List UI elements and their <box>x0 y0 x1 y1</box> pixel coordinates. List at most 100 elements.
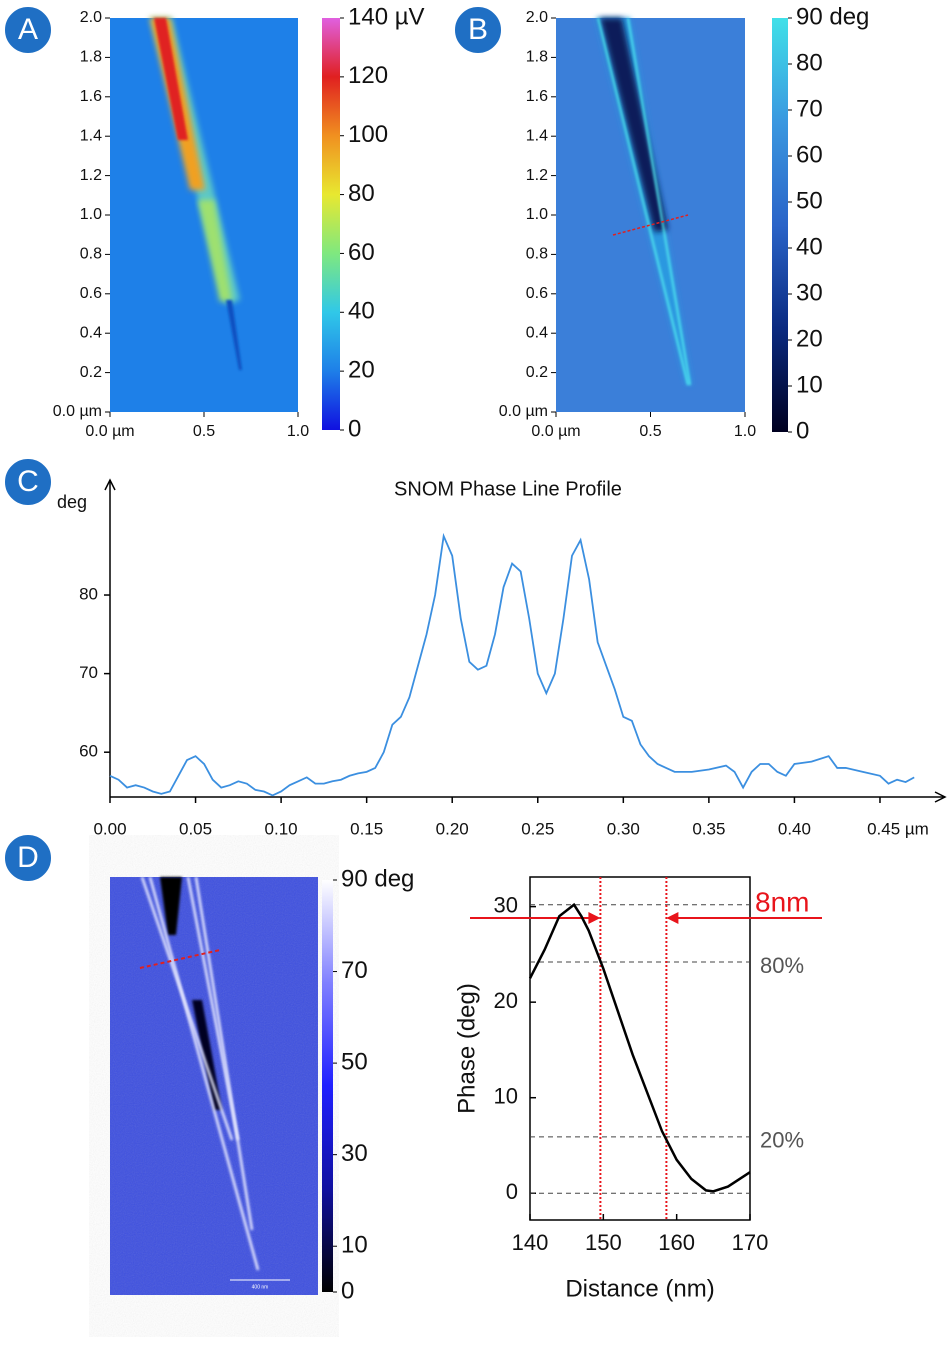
x-tick-label: 0.0 µm <box>85 423 134 440</box>
colorbar <box>322 880 333 1292</box>
colorbar-label: 80 <box>348 180 375 207</box>
colorbar-label: 40 <box>796 233 823 260</box>
colorbar-label: 70 <box>796 95 823 122</box>
width-label: 8nm <box>755 886 809 917</box>
x-tick-label: 140 <box>512 1230 549 1255</box>
reference-label: 20% <box>760 1128 804 1153</box>
x-tick-label: 0.05 <box>179 819 212 838</box>
y-tick-label: 1.0 <box>526 206 548 223</box>
x-tick-label: 0.40 <box>778 819 811 838</box>
colorbar-label: 0 <box>341 1277 354 1304</box>
map-feature <box>160 877 182 935</box>
y-tick-label: 0.8 <box>80 246 102 263</box>
y-tick-label: 0.2 <box>80 364 102 381</box>
colorbar-label: 20 <box>348 356 375 383</box>
colorbar-label: 60 <box>348 239 375 266</box>
plot-frame <box>529 876 751 1221</box>
colorbar-label: 90 deg <box>796 3 869 30</box>
y-tick-label: 10 <box>494 1084 518 1109</box>
x-tick-label: 0.20 <box>436 819 469 838</box>
colorbar-label: 0 <box>348 415 361 442</box>
y-tick-label: 0.8 <box>526 246 548 263</box>
colorbar-label: 70 <box>341 957 368 984</box>
x-tick-label: 0.15 <box>350 819 383 838</box>
map-feature <box>597 17 689 386</box>
panel-badge <box>453 5 503 55</box>
y-tick-label: 2.0 <box>526 9 548 26</box>
panel-badge <box>3 833 53 883</box>
chart-title: SNOM Phase Line Profile <box>394 478 622 500</box>
y-tick-label: 0.6 <box>80 285 102 302</box>
y-tick-label: 20 <box>494 988 518 1013</box>
map-feature <box>194 876 254 1231</box>
panel-label: A <box>18 13 38 46</box>
y-tick-label: 1.4 <box>526 127 548 144</box>
map-feature <box>192 1000 222 1110</box>
panel-label: B <box>468 13 488 46</box>
map-image <box>556 17 745 412</box>
x-axis-label: Distance (nm) <box>565 1275 714 1302</box>
x-tick-label: 0.5 <box>639 423 661 440</box>
y-tick-label: 1.4 <box>80 127 102 144</box>
x-tick-label: 170 <box>732 1230 769 1255</box>
x-tick-label: 0.5 <box>193 423 215 440</box>
panel-label: C <box>17 465 39 498</box>
y-tick-label: 60 <box>79 742 98 761</box>
data-line <box>109 532 915 797</box>
x-tick-label: 0.0 µm <box>531 423 580 440</box>
x-tick-label: 1.0 <box>287 423 309 440</box>
x-tick-label: 1.0 <box>734 423 756 440</box>
map-image <box>110 18 298 412</box>
y-axis-label: deg <box>57 492 87 512</box>
x-tick-label: 160 <box>658 1230 695 1255</box>
colorbar-label: 30 <box>796 279 823 306</box>
x-tick-label: 0.45 µm <box>867 819 929 838</box>
y-tick-label: 1.6 <box>80 88 102 105</box>
y-tick-label: 1.8 <box>80 49 102 66</box>
x-tick-label: 0.10 <box>265 819 298 838</box>
y-tick-label: 0.6 <box>526 285 548 302</box>
marker-line <box>612 214 689 236</box>
colorbar-label: 30 <box>341 1140 368 1167</box>
colorbar-label: 50 <box>796 187 823 214</box>
y-tick-label: 1.8 <box>526 49 548 66</box>
width-arrowhead <box>588 912 601 924</box>
colorbar <box>772 18 788 432</box>
reference-label: 80% <box>760 953 804 978</box>
map-feature <box>198 200 232 302</box>
x-axis-arrow <box>934 791 947 803</box>
x-tick-label: 0.25 <box>521 819 554 838</box>
x-tick-label: 0.35 <box>692 819 725 838</box>
y-tick-label: 1.2 <box>80 167 102 184</box>
colorbar-label: 120 <box>348 62 388 89</box>
map-feature <box>600 18 668 232</box>
colorbar-label: 20 <box>796 325 823 352</box>
y-tick-label: 30 <box>494 892 518 917</box>
y-tick-label: 0 <box>506 1179 518 1204</box>
y-tick-label: 0.0 µm <box>499 403 548 420</box>
y-tick-label: 2.0 <box>80 9 102 26</box>
colorbar-label: 10 <box>341 1232 368 1259</box>
colorbar-label: 50 <box>341 1048 368 1075</box>
colorbar-label: 140 µV <box>348 3 425 30</box>
map-feature <box>148 876 260 1271</box>
map-feature <box>226 300 242 370</box>
x-tick-label: 150 <box>585 1230 622 1255</box>
y-tick-label: 0.0 µm <box>53 403 102 420</box>
y-tick-label: 1.0 <box>80 206 102 223</box>
colorbar-label: 100 <box>348 121 388 148</box>
map-image <box>110 876 318 1295</box>
panel-badge <box>3 5 53 55</box>
y-axis-label: Phase (deg) <box>453 983 480 1114</box>
colorbar-label: 40 <box>348 298 375 325</box>
x-tick-label: 0.00 <box>93 819 126 838</box>
colorbar-label: 10 <box>796 371 823 398</box>
y-tick-label: 70 <box>79 663 98 682</box>
y-tick-label: 1.2 <box>526 167 548 184</box>
y-tick-label: 0.4 <box>80 324 102 341</box>
x-tick-label: 0.30 <box>607 819 640 838</box>
colorbar-label: 90 deg <box>341 865 414 892</box>
colorbar-label: 0 <box>796 417 809 444</box>
map-feature <box>627 17 691 386</box>
